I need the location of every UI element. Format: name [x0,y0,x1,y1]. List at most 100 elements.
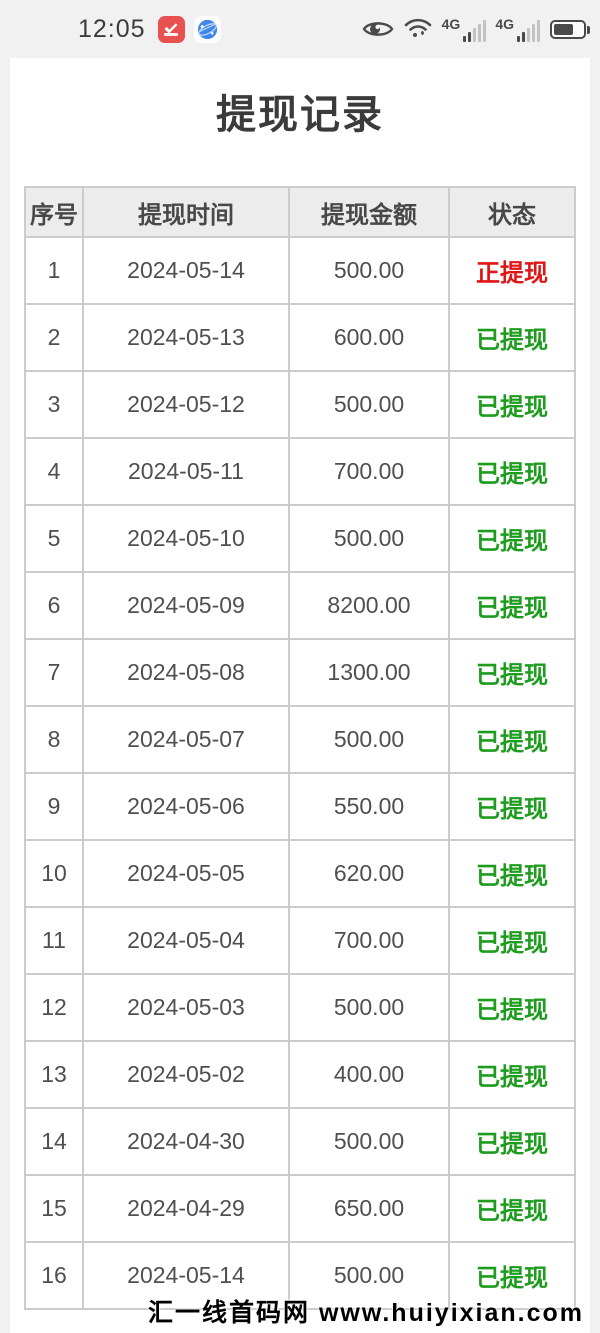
site-watermark: 汇一线首码网 www.huiyixian.com [148,1299,585,1327]
withdraw-date-cell: 2024-05-14 [82,1241,290,1310]
withdraw-amount-cell: 500.00 [288,370,450,439]
row-index-cell: 10 [24,839,84,908]
withdraw-status-cell: 已提现 [448,437,576,506]
withdraw-amount-cell: 500.00 [288,1241,450,1310]
table-row: 11 2024-05-04 700.00 已提现 [24,906,576,975]
row-index-cell: 1 [24,236,84,305]
withdraw-status-cell: 正提现 [448,236,576,305]
withdraw-amount-cell: 700.00 [288,437,450,506]
row-index-cell: 11 [24,906,84,975]
withdraw-amount-cell: 600.00 [288,303,450,372]
withdraw-date-cell: 2024-05-03 [82,973,290,1042]
row-index-cell: 4 [24,437,84,506]
withdraw-status-cell: 已提现 [448,1174,576,1243]
withdraw-amount-cell: 500.00 [288,236,450,305]
table-row: 1 2024-05-14 500.00 正提现 [24,236,576,305]
battery-fill [554,23,573,35]
table-row: 9 2024-05-06 550.00 已提现 [24,772,576,841]
clock-time: 12:05 [78,14,146,43]
withdraw-amount-cell: 500.00 [288,504,450,573]
header-index: 序号 [24,186,84,238]
row-index-cell: 3 [24,370,84,439]
withdraw-amount-cell: 650.00 [288,1174,450,1243]
withdraw-date-cell: 2024-05-13 [82,303,290,372]
withdraw-date-cell: 2024-05-10 [82,504,290,573]
withdraw-status-cell: 已提现 [448,772,576,841]
withdraw-date-cell: 2024-05-08 [82,638,290,707]
withdraw-status-cell: 已提现 [448,839,576,908]
table-row: 2 2024-05-13 600.00 已提现 [24,303,576,372]
withdraw-date-cell: 2024-05-02 [82,1040,290,1109]
page-title: 提现记录 [216,93,384,137]
row-index-cell: 13 [24,1040,84,1109]
table-row: 7 2024-05-08 1300.00 已提现 [24,638,576,707]
withdraw-date-cell: 2024-04-30 [82,1107,290,1176]
row-index-cell: 8 [24,705,84,774]
withdraw-amount-cell: 500.00 [288,705,450,774]
signal-bars-icon [515,20,540,42]
withdraw-status-cell: 已提现 [448,1241,576,1310]
withdraw-date-cell: 2024-05-05 [82,839,290,908]
table-row: 3 2024-05-12 500.00 已提现 [24,370,576,439]
withdraw-status-cell: 已提现 [448,370,576,439]
withdraw-amount-cell: 500.00 [288,1107,450,1176]
withdraw-amount-cell: 550.00 [288,772,450,841]
withdraw-status-cell: 已提现 [448,973,576,1042]
table-header: 序号 提现时间 提现金额 状态 [24,186,576,238]
table-row: 15 2024-04-29 650.00 已提现 [24,1174,576,1243]
huawei-app-icon [157,15,185,43]
row-index-cell: 5 [24,504,84,573]
withdraw-status-cell: 已提现 [448,638,576,707]
battery-cap [587,25,590,34]
table-row: 8 2024-05-07 500.00 已提现 [24,705,576,774]
table-row: 6 2024-05-09 8200.00 已提现 [24,571,576,640]
withdraw-date-cell: 2024-05-14 [82,236,290,305]
row-index-cell: 12 [24,973,84,1042]
table-row: 10 2024-05-05 620.00 已提现 [24,839,576,908]
withdraw-status-cell: 已提现 [448,906,576,975]
withdraw-date-cell: 2024-05-09 [82,571,290,640]
eye-icon [362,18,394,40]
withdraw-date-cell: 2024-05-11 [82,437,290,506]
withdraw-amount-cell: 700.00 [288,906,450,975]
header-withdraw-time: 提现时间 [82,186,290,238]
withdraw-amount-cell: 8200.00 [288,571,450,640]
withdraw-status-cell: 已提现 [448,1040,576,1109]
network-type-label: 4G [495,16,514,32]
huawei-wordmark [164,32,179,36]
signal-4g-secondary: 4G [495,16,540,42]
browser-globe-icon [193,15,221,43]
withdraw-date-cell: 2024-05-12 [82,370,290,439]
row-index-cell: 2 [24,303,84,372]
signal-bars-icon [461,20,487,42]
table-row: 14 2024-04-30 500.00 已提现 [24,1107,576,1176]
table-row: 4 2024-05-11 700.00 已提现 [24,437,576,506]
withdraw-table-body: 1 2024-05-14 500.00 正提现 2 2024-05-13 600.00 已提现… [24,236,576,1310]
withdraw-status-cell: 已提现 [448,1107,576,1176]
withdraw-amount-cell: 1300.00 [288,638,450,707]
signal-4g-primary: 4G [442,16,487,42]
table-row: 5 2024-05-10 500.00 已提现 [24,504,576,573]
withdraw-date-cell: 2024-05-07 [82,705,290,774]
header-status: 状态 [448,186,576,238]
withdraw-date-cell: 2024-04-29 [82,1174,290,1243]
row-index-cell: 16 [24,1241,84,1310]
row-index-cell: 7 [24,638,84,707]
table-row: 12 2024-05-03 500.00 已提现 [24,973,576,1042]
header-withdraw-amount: 提现金额 [288,186,450,238]
withdraw-date-cell: 2024-05-06 [82,772,290,841]
row-index-cell: 15 [24,1174,84,1243]
content-card: 提现记录 序号 提现时间 提现金额 状态 1 2024-05-14 500.00 正提… [10,58,590,1333]
withdraw-date-cell: 2024-05-04 [82,906,290,975]
row-index-cell: 6 [24,571,84,640]
withdraw-amount-cell: 620.00 [288,839,450,908]
status-bar: 12:05 4G [0,0,600,58]
table-row: 13 2024-05-02 400.00 已提现 [24,1040,576,1109]
withdraw-amount-cell: 400.00 [288,1040,450,1109]
chevron-glyph [164,19,178,34]
wifi-icon [403,17,433,41]
withdraw-status-cell: 已提现 [448,705,576,774]
network-type-label: 4G [441,16,461,32]
withdraw-status-cell: 已提现 [448,504,576,573]
withdraw-status-cell: 已提现 [448,303,576,372]
